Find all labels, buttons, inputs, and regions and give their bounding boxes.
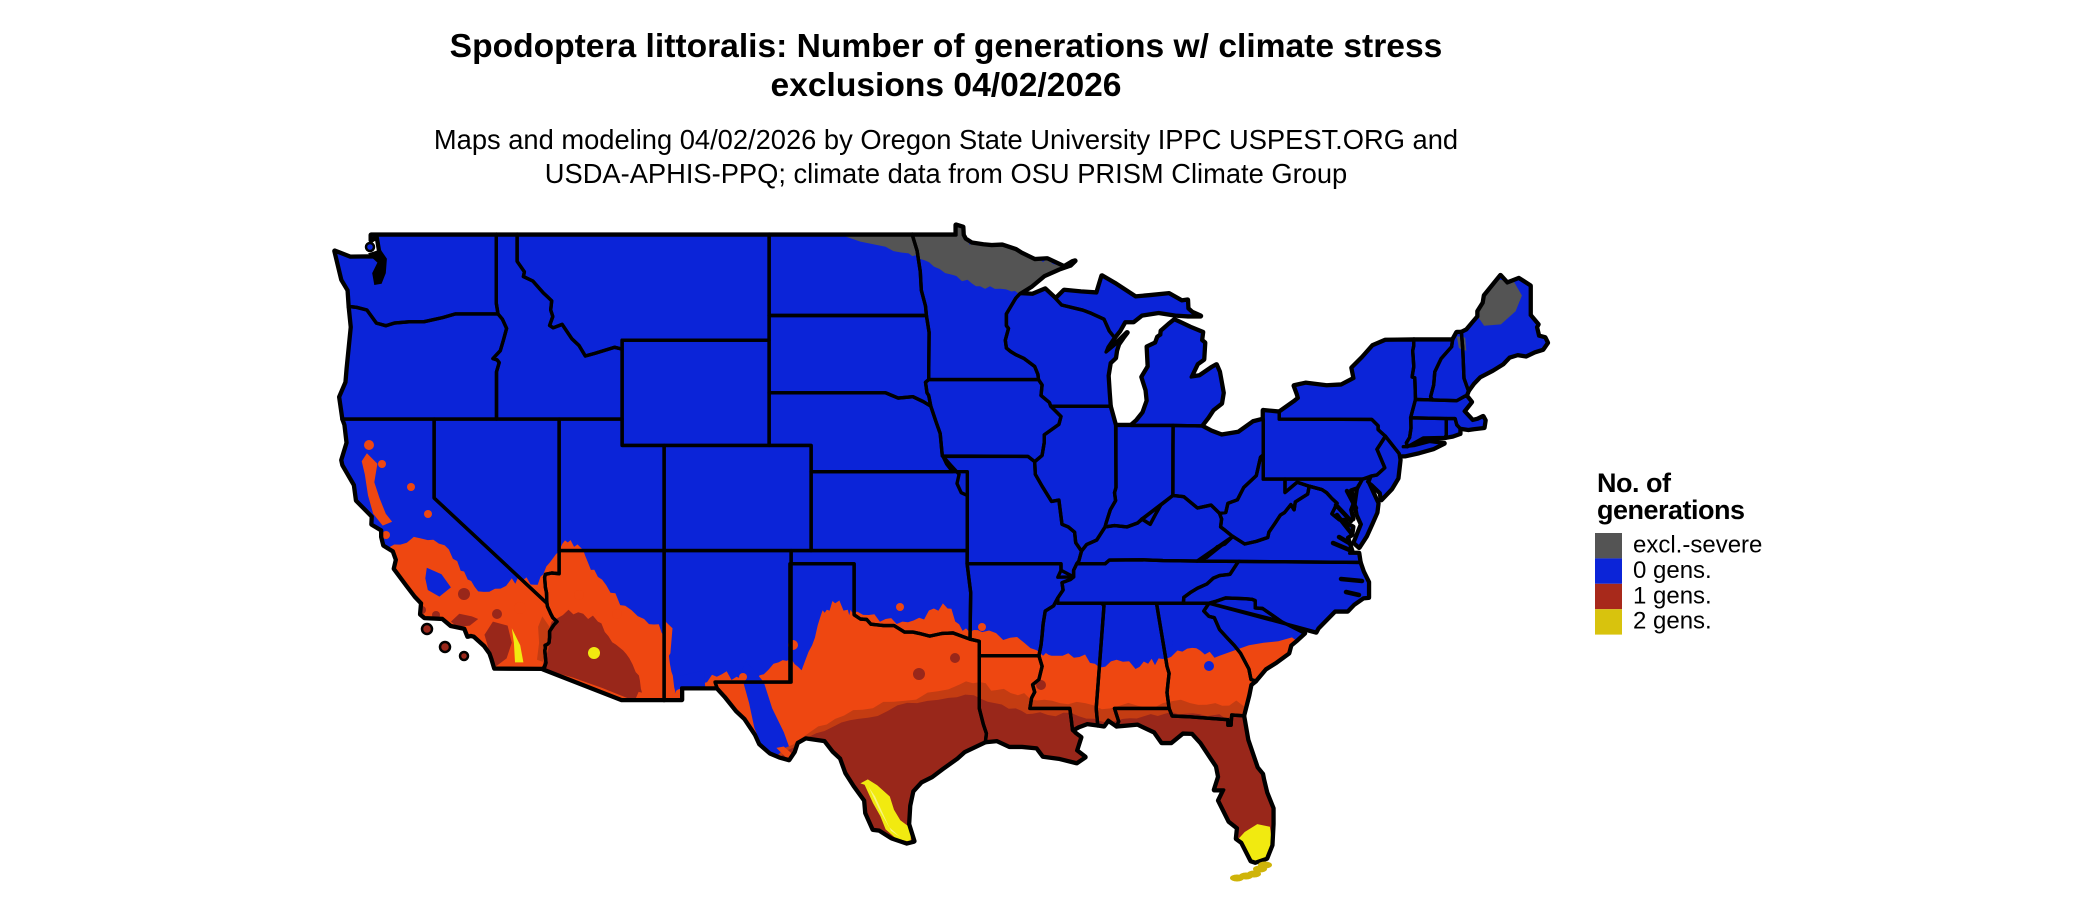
svg-text:Spodoptera littoralis: Number: Spodoptera littoralis: Number of generat… <box>450 28 1443 65</box>
svg-text:USDA-APHIS-PPQ; climate data f: USDA-APHIS-PPQ; climate data from OSU PR… <box>545 158 1347 189</box>
svg-text:No. of: No. of <box>1597 468 1672 498</box>
svg-text:2 gens.: 2 gens. <box>1633 608 1712 635</box>
svg-text:excl.-severe: excl.-severe <box>1633 532 1762 559</box>
svg-text:exclusions 04/02/2026: exclusions 04/02/2026 <box>771 67 1122 104</box>
svg-text:Maps and modeling 04/02/2026 b: Maps and modeling 04/02/2026 by Oregon S… <box>434 124 1458 155</box>
svg-text:0 gens.: 0 gens. <box>1633 557 1712 584</box>
svg-text:generations: generations <box>1597 495 1745 525</box>
svg-text:1 gens.: 1 gens. <box>1633 582 1712 609</box>
